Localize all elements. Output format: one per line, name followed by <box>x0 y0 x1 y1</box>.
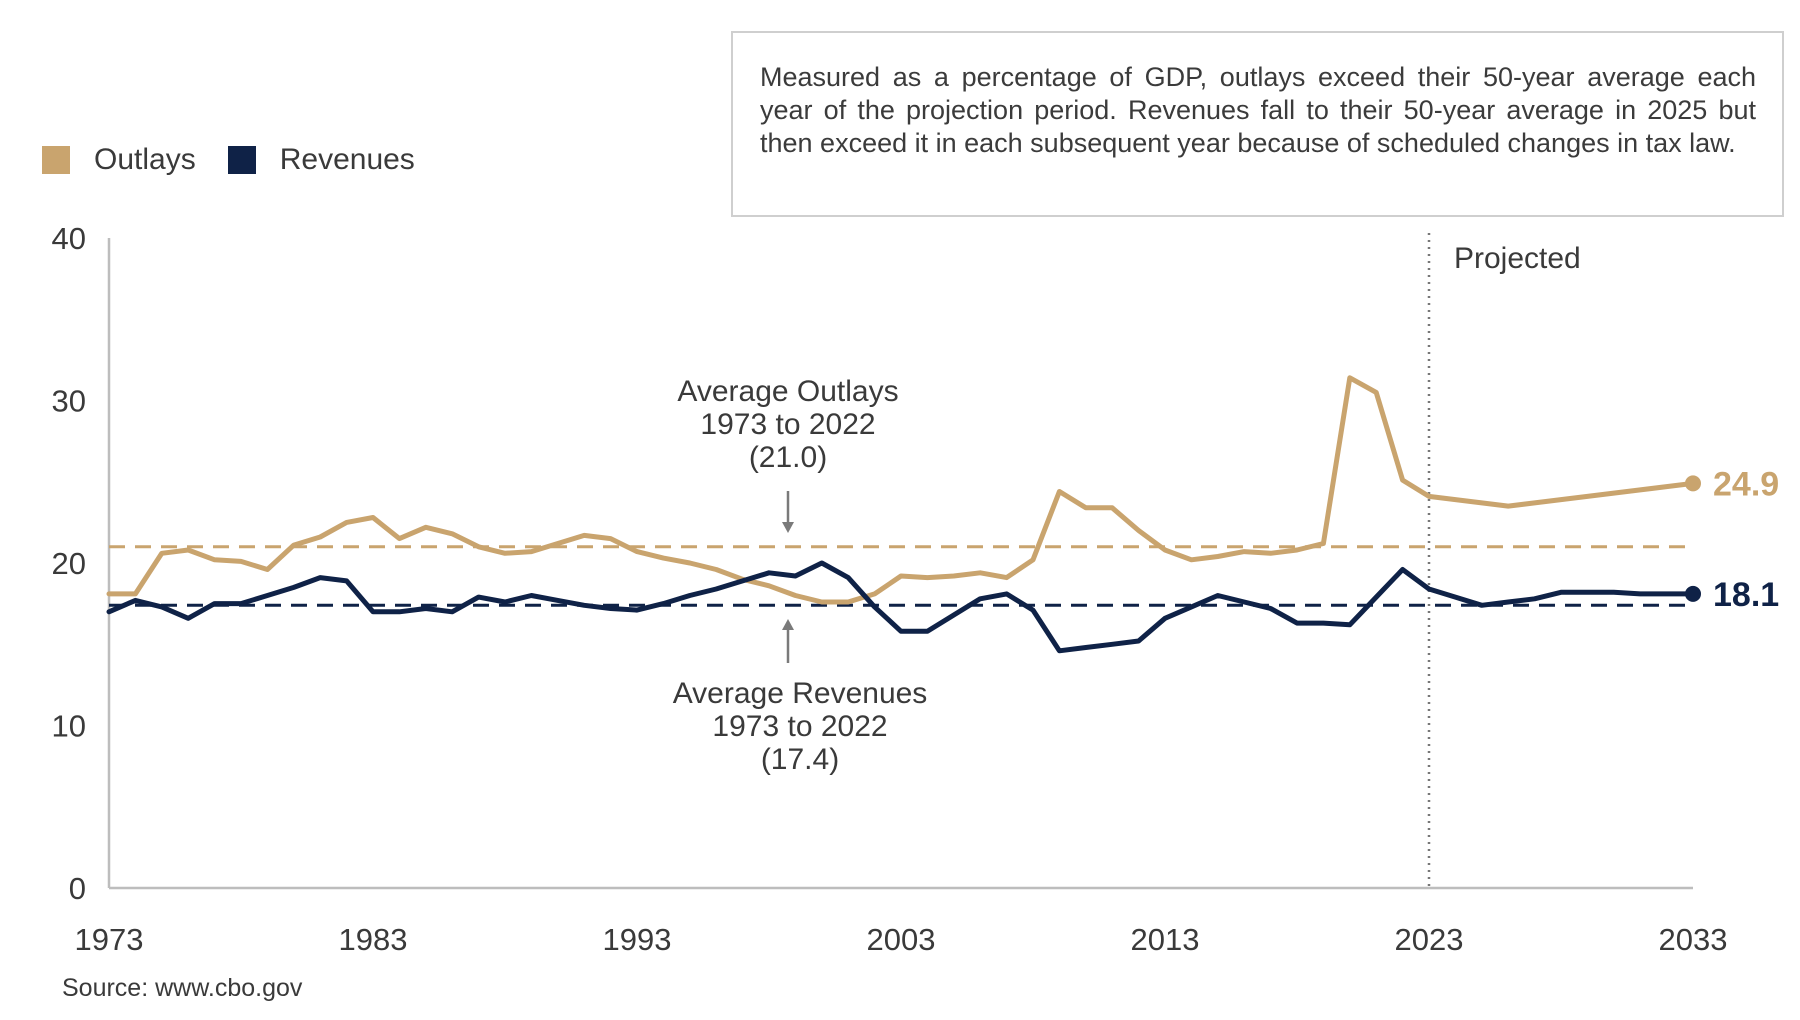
y-tick-label-30: 30 <box>52 384 86 419</box>
avg-outlays-label-line-0: Average Outlays <box>677 375 898 408</box>
x-tick-label-1973: 1973 <box>75 922 144 957</box>
end-point-revenues <box>1685 585 1701 602</box>
annotation-note-box: Measured as a percentage of GDP, outlays… <box>731 31 1784 217</box>
projection-label: Projected <box>1454 242 1581 275</box>
end-label-revenues: 18.1 <box>1713 576 1779 614</box>
y-tick-label-40: 40 <box>52 221 86 256</box>
x-tick-label-2033: 2033 <box>1659 922 1728 957</box>
legend-swatch-outlays <box>42 146 70 174</box>
series-line-outlays <box>106 375 1696 605</box>
avg-revenues-arrow-head <box>782 619 794 630</box>
series-line-revenues <box>106 560 1696 654</box>
legend-label-revenues: Revenues <box>279 143 415 176</box>
avg-outlays-label-line-1: 1973 to 2022 <box>700 408 875 441</box>
x-tick-label-2013: 2013 <box>1131 922 1200 957</box>
y-tick-label-20: 20 <box>52 546 86 581</box>
legend-label-outlays: Outlays <box>94 143 196 176</box>
legend-item-outlays: Outlays <box>42 143 196 177</box>
x-tick-label-1983: 1983 <box>339 922 408 957</box>
chart-legend: Outlays Revenues <box>42 143 447 177</box>
avg-revenues-label-line-2: (17.4) <box>761 743 839 776</box>
y-tick-label-0: 0 <box>69 871 86 906</box>
annotation-note-text: Measured as a percentage of GDP, outlays… <box>760 62 1756 158</box>
end-label-outlays: 24.9 <box>1713 465 1779 503</box>
source-note: Source: www.cbo.gov <box>62 974 303 1002</box>
avg-revenues-label-line-0: Average Revenues <box>673 677 928 710</box>
avg-outlays-arrow-head <box>782 522 794 533</box>
x-tick-label-2023: 2023 <box>1395 922 1464 957</box>
x-tick-label-2003: 2003 <box>867 922 936 957</box>
end-point-outlays <box>1685 475 1701 492</box>
y-tick-label-10: 10 <box>52 709 86 744</box>
legend-swatch-revenues <box>227 146 256 174</box>
legend-item-revenues: Revenues <box>227 143 415 177</box>
avg-outlays-label-line-2: (21.0) <box>749 441 827 474</box>
x-tick-label-1993: 1993 <box>603 922 672 957</box>
avg-revenues-label-line-1: 1973 to 2022 <box>712 710 887 743</box>
